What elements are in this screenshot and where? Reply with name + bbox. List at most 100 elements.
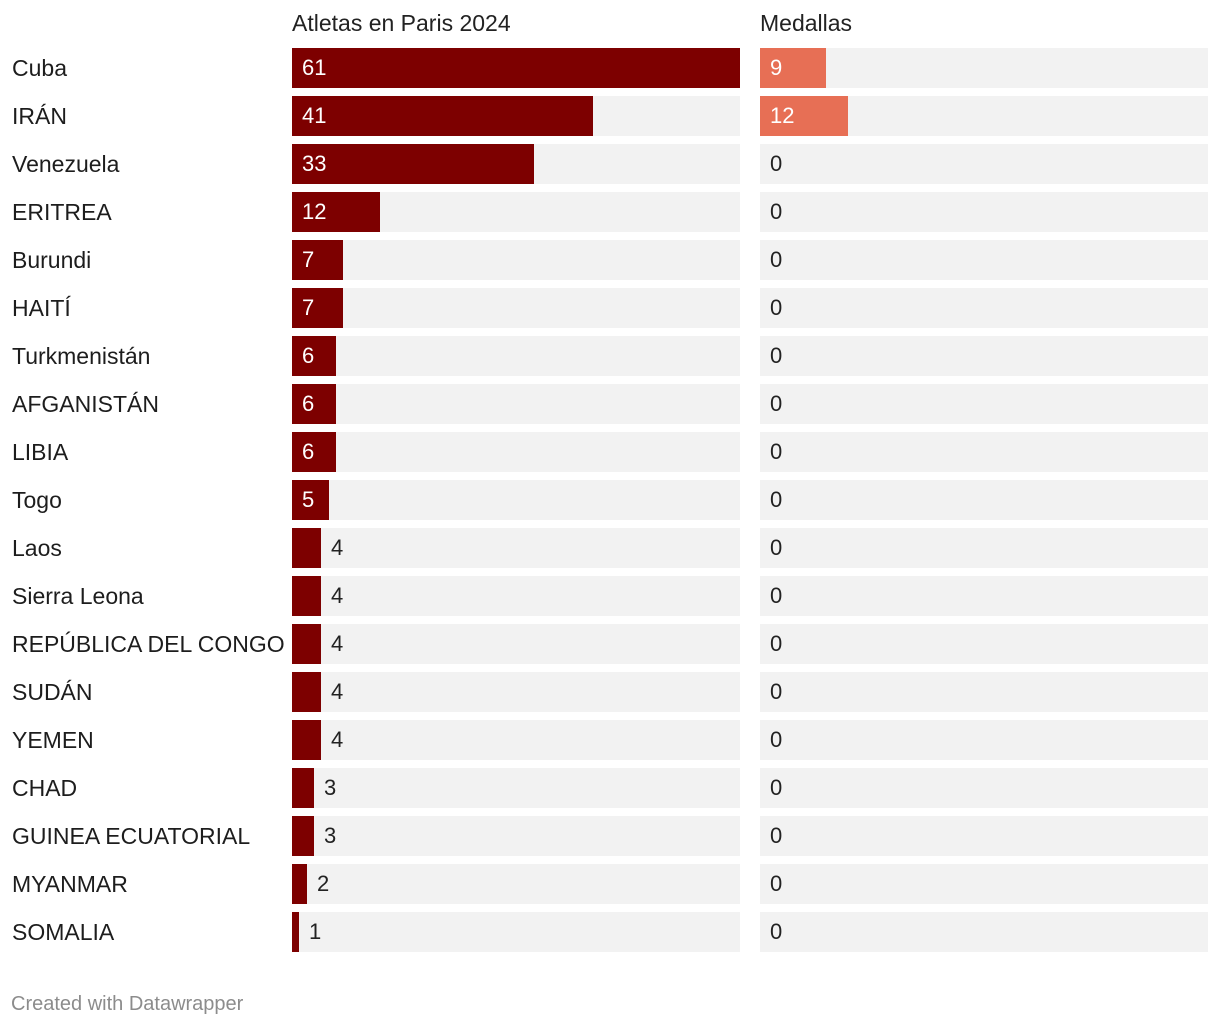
datawrapper-credit: Created with Datawrapper <box>11 993 244 1015</box>
column-header-athletes: Atletas en Paris 2024 <box>292 10 511 36</box>
row-libia: LIBIA 6 0 <box>0 432 1220 472</box>
country-label-libia: LIBIA <box>12 439 69 465</box>
athletes-somalia-bar <box>292 912 299 952</box>
athletes-laos-bar <box>292 528 321 568</box>
athletes-haiti-value-label: 7 <box>302 295 315 320</box>
athletes-sierra-leona-value-label: 4 <box>331 583 344 608</box>
athletes-chad-bar <box>292 768 314 808</box>
row-burundi: Burundi 7 0 <box>0 240 1220 280</box>
medals-iran-bar <box>760 96 848 136</box>
athletes-guinea-ecuatorial-bar <box>292 816 314 856</box>
athletes-yemen-track: 4 <box>292 720 740 760</box>
row-haiti: HAITÍ 7 0 <box>0 288 1220 328</box>
country-label-guinea-ecuatorial: GUINEA ECUATORIAL <box>12 823 251 849</box>
medals-burundi-track: 0 <box>760 240 1208 280</box>
athletes-eritrea-bar <box>292 192 380 232</box>
medals-sierra-leona-value-label: 0 <box>770 583 783 608</box>
medals-turkmenistan-value-label: 0 <box>770 343 783 368</box>
chart-rows: Cuba 61 9 IRÁN 41 12 Venezuela 33 0 ERITREA 12 0 Bur… <box>0 48 1220 952</box>
athletes-republica-del-congo-track: 4 <box>292 624 740 664</box>
athletes-sudan-track: 4 <box>292 672 740 712</box>
medals-eritrea-track: 0 <box>760 192 1208 232</box>
country-label-yemen: YEMEN <box>12 727 94 753</box>
athletes-republica-del-congo-bar <box>292 624 321 664</box>
medals-eritrea-value-label: 0 <box>770 199 783 224</box>
country-label-iran: IRÁN <box>12 103 67 129</box>
medals-myanmar-value-label: 0 <box>770 871 783 896</box>
row-myanmar: MYANMAR 2 0 <box>0 864 1220 904</box>
medals-republica-del-congo-value-label: 0 <box>770 631 783 656</box>
medals-venezuela-value-label: 0 <box>770 151 783 176</box>
medals-cuba-value-label: 9 <box>770 55 783 80</box>
medals-myanmar-track: 0 <box>760 864 1208 904</box>
row-republica-del-congo: REPÚBLICA DEL CONGO 4 0 <box>0 624 1220 664</box>
athletes-libia-bar <box>292 432 336 472</box>
medals-afganistan-value-label: 0 <box>770 391 783 416</box>
athletes-turkmenistan-bar <box>292 336 336 376</box>
athletes-chad-value-label: 3 <box>324 775 337 800</box>
athletes-cuba-track: 61 <box>292 48 740 88</box>
athletes-yemen-value-label: 4 <box>331 727 344 752</box>
country-label-venezuela: Venezuela <box>12 151 120 177</box>
athletes-burundi-bar <box>292 240 343 280</box>
country-label-laos: Laos <box>12 535 62 561</box>
medals-sierra-leona-track: 0 <box>760 576 1208 616</box>
row-chad: CHAD 3 0 <box>0 768 1220 808</box>
medals-guinea-ecuatorial-track: 0 <box>760 816 1208 856</box>
athletes-iran-bar <box>292 96 593 136</box>
athletes-iran-track: 41 <box>292 96 740 136</box>
medals-sudan-track: 0 <box>760 672 1208 712</box>
athletes-burundi-value-label: 7 <box>302 247 315 272</box>
athletes-venezuela-value-label: 33 <box>302 151 327 176</box>
medals-laos-value-label: 0 <box>770 535 783 560</box>
athletes-laos-track: 4 <box>292 528 740 568</box>
country-label-eritrea: ERITREA <box>12 199 112 225</box>
athletes-eritrea-track: 12 <box>292 192 740 232</box>
medals-cuba-bar <box>760 48 826 88</box>
medals-togo-track: 0 <box>760 480 1208 520</box>
athletes-cuba-bar <box>292 48 740 88</box>
medals-haiti-value-label: 0 <box>770 295 783 320</box>
medals-libia-value-label: 0 <box>770 439 783 464</box>
medals-yemen-value-label: 0 <box>770 727 783 752</box>
row-turkmenistan: Turkmenistán 6 0 <box>0 336 1220 376</box>
athletes-togo-value-label: 5 <box>302 487 315 512</box>
athletes-guinea-ecuatorial-track: 3 <box>292 816 740 856</box>
medals-chad-value-label: 0 <box>770 775 783 800</box>
athletes-sudan-bar <box>292 672 321 712</box>
athletes-guinea-ecuatorial-value-label: 3 <box>324 823 337 848</box>
medals-togo-value-label: 0 <box>770 487 783 512</box>
row-sierra-leona: Sierra Leona 4 0 <box>0 576 1220 616</box>
medals-cuba-track: 9 <box>760 48 1208 88</box>
athletes-libia-track: 6 <box>292 432 740 472</box>
country-label-chad: CHAD <box>12 775 78 801</box>
athletes-myanmar-bar <box>292 864 307 904</box>
athletes-republica-del-congo-value-label: 4 <box>331 631 344 656</box>
medals-iran-track: 12 <box>760 96 1208 136</box>
row-cuba: Cuba 61 9 <box>0 48 1220 88</box>
medals-yemen-track: 0 <box>760 720 1208 760</box>
medals-republica-del-congo-track: 0 <box>760 624 1208 664</box>
athletes-iran-value-label: 41 <box>302 103 327 128</box>
country-label-togo: Togo <box>12 487 62 513</box>
row-somalia: SOMALIA 1 0 <box>0 912 1220 952</box>
row-guinea-ecuatorial: GUINEA ECUATORIAL 3 0 <box>0 816 1220 856</box>
athletes-myanmar-track: 2 <box>292 864 740 904</box>
athletes-turkmenistan-value-label: 6 <box>302 343 315 368</box>
athletes-haiti-bar <box>292 288 343 328</box>
athletes-sierra-leona-bar <box>292 576 321 616</box>
row-afganistan: AFGANISTÁN 6 0 <box>0 384 1220 424</box>
country-label-sudan: SUDÁN <box>12 679 93 705</box>
medals-somalia-value-label: 0 <box>770 919 783 944</box>
athletes-somalia-value-label: 1 <box>309 919 322 944</box>
medals-laos-track: 0 <box>760 528 1208 568</box>
row-sudan: SUDÁN 4 0 <box>0 672 1220 712</box>
row-yemen: YEMEN 4 0 <box>0 720 1220 760</box>
athletes-togo-track: 5 <box>292 480 740 520</box>
medals-burundi-value-label: 0 <box>770 247 783 272</box>
athletes-chad-track: 3 <box>292 768 740 808</box>
country-label-myanmar: MYANMAR <box>12 871 128 897</box>
row-eritrea: ERITREA 12 0 <box>0 192 1220 232</box>
athletes-togo-bar <box>292 480 329 520</box>
medals-turkmenistan-track: 0 <box>760 336 1208 376</box>
